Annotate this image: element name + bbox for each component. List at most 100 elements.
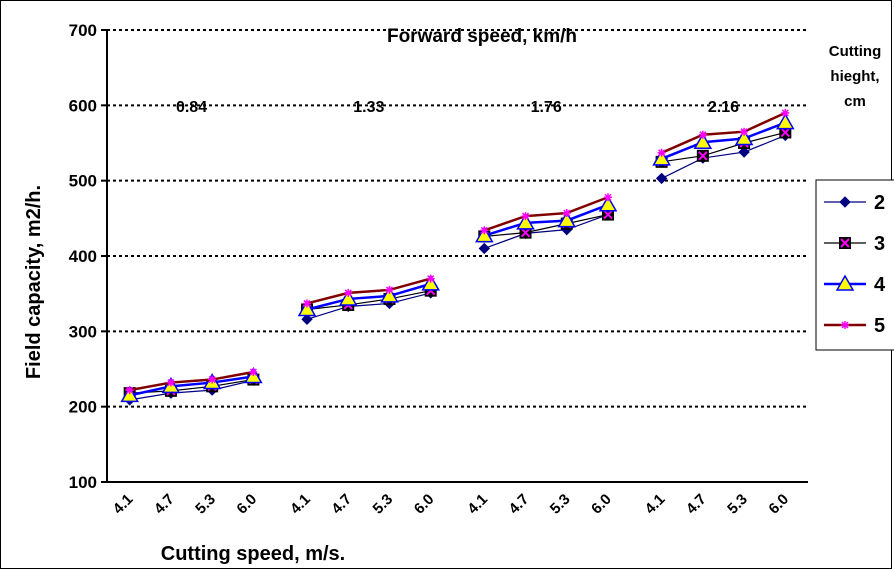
series-5-point xyxy=(521,212,530,221)
x-tick-label: 5.3 xyxy=(370,491,397,518)
y-tick-label: 500 xyxy=(69,172,97,191)
series-4-point xyxy=(380,286,399,303)
series-5-point xyxy=(344,288,353,297)
series-5-point xyxy=(166,378,175,387)
x-tick-label: 4.1 xyxy=(464,491,491,518)
square-marker-cross xyxy=(780,127,791,138)
star-marker-lines xyxy=(166,378,175,387)
x-tick-label: 4.7 xyxy=(328,491,355,518)
star-marker-lines xyxy=(657,148,666,157)
series-4-line xyxy=(306,282,432,311)
group-label-1.76: 1.76 xyxy=(531,99,562,116)
star-marker-lines xyxy=(125,386,134,395)
legend-swatch-marker xyxy=(835,274,855,291)
x-tick-label: 5.3 xyxy=(192,491,219,518)
star-marker-lines xyxy=(841,321,849,329)
series-3-line xyxy=(661,131,786,163)
legend-border xyxy=(815,179,894,351)
series-5-line xyxy=(661,111,786,154)
star-marker-lines xyxy=(344,288,353,297)
legend-item-5: 5 xyxy=(824,315,885,337)
series-3-point xyxy=(519,226,532,239)
series-4-point xyxy=(475,226,494,243)
x-tick-label: 6.0 xyxy=(588,491,615,518)
series-2-point xyxy=(301,313,313,325)
series-4-point xyxy=(776,113,795,130)
x-tick-label: 4.7 xyxy=(151,491,178,518)
star-marker-lines xyxy=(562,209,571,218)
y-tick-label: 700 xyxy=(69,21,97,40)
x-tick-label: 4.7 xyxy=(506,491,533,518)
star-marker-lines xyxy=(385,285,394,294)
series-5-point xyxy=(480,226,489,235)
group-label-0.84: 0.84 xyxy=(176,99,207,116)
series-4-point xyxy=(557,211,577,228)
star-marker-lines xyxy=(740,127,749,136)
series-2-point xyxy=(738,146,750,158)
square-marker-cross xyxy=(520,227,531,238)
series-5-point xyxy=(208,375,217,384)
star-marker-lines xyxy=(698,130,707,139)
x-tick-label: 4.1 xyxy=(110,491,137,518)
series-5-point xyxy=(657,148,666,157)
y-tick-label: 400 xyxy=(69,247,97,266)
star-marker-lines xyxy=(781,108,790,117)
grid-lines xyxy=(107,29,808,408)
series-5-point xyxy=(426,274,435,283)
y-tick-label: 300 xyxy=(69,322,97,341)
x-tick-label: 4.1 xyxy=(642,491,669,518)
series-3-point xyxy=(696,149,709,162)
series-2-line xyxy=(661,134,786,179)
legend-label: 5 xyxy=(874,315,885,337)
series-5 xyxy=(125,108,790,395)
legend-swatch-marker xyxy=(839,196,851,208)
y-axis-title: Field capacity, m2/h. xyxy=(23,185,45,379)
series-4-point xyxy=(297,299,317,317)
series-5-point xyxy=(781,108,790,117)
series-4-line xyxy=(661,121,786,160)
square-marker-cross xyxy=(603,209,613,220)
square-marker-cross xyxy=(840,238,850,248)
chart-title: Forward speed, km/h xyxy=(387,26,577,47)
series-5-point xyxy=(125,386,134,395)
series-5-point xyxy=(385,285,394,294)
series-4-point xyxy=(516,213,535,230)
legend-label: 2 xyxy=(874,192,885,214)
x-axis-title: Cutting speed, m/s. xyxy=(161,543,345,565)
x-tick-label: 5.3 xyxy=(724,491,751,518)
y-tick-label: 600 xyxy=(69,96,97,115)
series-3-line xyxy=(484,213,609,238)
series-5-line xyxy=(129,370,254,392)
series-layer xyxy=(120,108,795,406)
series-2-point xyxy=(655,172,668,185)
star-marker-lines xyxy=(521,212,530,221)
square-marker-cross xyxy=(698,151,708,161)
star-marker-lines xyxy=(604,193,613,202)
series-4-point xyxy=(652,149,671,166)
y-tick-label: 200 xyxy=(69,398,97,417)
series-5-line xyxy=(483,196,609,232)
series-4 xyxy=(120,113,795,403)
legend: 2 3 4 5 xyxy=(815,179,894,351)
series-4-line xyxy=(483,203,609,237)
x-tick-label: 5.3 xyxy=(547,491,574,518)
x-tick-label: 4.7 xyxy=(683,491,710,518)
series-2-line xyxy=(484,214,609,250)
legend-label: 4 xyxy=(874,274,886,296)
legend-title-line: hieght, xyxy=(830,68,879,85)
series-3-point xyxy=(602,208,615,221)
legend-item-4: 4 xyxy=(824,274,886,296)
legend-item-3: 3 xyxy=(824,233,885,255)
series-4-point xyxy=(338,289,358,306)
star-marker-lines xyxy=(480,226,489,235)
series-4-point xyxy=(421,274,440,291)
legend-label: 3 xyxy=(874,233,885,255)
x-tick-label: 6.0 xyxy=(233,491,260,518)
star-marker-lines xyxy=(426,274,435,283)
axes: 100 200 300 400 500 600 700 0.84 1.33 1.76 2.16 4.1… xyxy=(69,21,808,518)
legend-title-line: Cutting xyxy=(829,43,881,60)
series-2-line xyxy=(129,379,254,401)
series-4-line xyxy=(129,375,254,397)
legend-swatch-marker xyxy=(839,237,851,249)
